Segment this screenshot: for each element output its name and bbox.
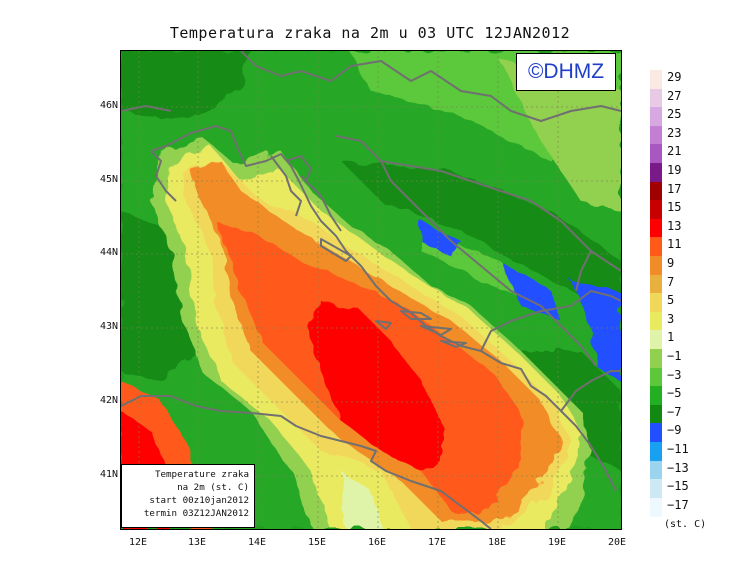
colorbar-swatch: [650, 70, 662, 90]
colorbar-label: −13: [667, 460, 689, 475]
info-line-2: na 2m (st. C): [177, 482, 249, 493]
colorbar-swatch: [650, 386, 662, 406]
colorbar-label: 21: [667, 144, 682, 159]
colorbar-label: 19: [667, 163, 682, 177]
colorbar-swatch: [650, 125, 662, 145]
colorbar-swatch: [650, 460, 662, 480]
colorbar-swatch: [650, 367, 662, 387]
colorbar-label: −15: [667, 479, 689, 494]
colorbar-swatch: [650, 218, 662, 238]
colorbar-label: −5: [667, 386, 682, 401]
lon-label-17e: 17E: [427, 537, 447, 548]
lat-label-44n: 44N: [99, 247, 118, 258]
lat-label-43n: 43N: [99, 321, 118, 332]
colorbar-label: −3: [667, 367, 682, 382]
colorbar-units: (st. C): [664, 519, 707, 530]
lon-label-20e: 20E: [607, 537, 627, 548]
colorbar-swatch: [650, 293, 662, 313]
colorbar-label: 5: [667, 293, 675, 308]
colorbar-swatch: [650, 274, 662, 294]
colorbar-swatch: [650, 181, 662, 201]
colorbar-swatch: [650, 311, 662, 331]
colorbar-label: −17: [667, 497, 689, 512]
lon-label-15e: 15E: [307, 537, 327, 548]
dhmz-logo: ©DHMZ: [516, 53, 616, 91]
lon-label-16e: 16E: [367, 537, 387, 548]
colorbar-swatch: [650, 144, 662, 164]
colorbar-swatch: [650, 442, 662, 462]
lat-label-45n: 45N: [99, 174, 118, 185]
colorbar-swatch: [650, 107, 662, 127]
colorbar-swatch: [650, 404, 662, 424]
lon-label-18e: 18E: [487, 537, 507, 548]
colorbar-label: 17: [667, 181, 682, 196]
colorbar-label: 11: [667, 237, 682, 252]
colorbar-label: −9: [667, 423, 682, 438]
coastlines-and-borders: [121, 51, 621, 529]
colorbar-label: −11: [667, 442, 689, 456]
colorbar-label: 25: [667, 107, 682, 122]
lon-label-19e: 19E: [547, 537, 567, 548]
info-line-3: start 00z10jan2012: [149, 495, 249, 506]
colorbar-swatch: [650, 256, 662, 276]
lon-label-13e: 13E: [187, 537, 207, 548]
colorbar-label: −7: [667, 404, 682, 419]
colorbar-swatch: [650, 200, 662, 220]
map-title: Temperatura zraka na 2m u 03 UTC 12JAN20…: [169, 24, 571, 42]
colorbar-label: 7: [667, 274, 675, 289]
colorbar-label: 13: [667, 218, 682, 233]
lat-label-41n: 41N: [99, 469, 118, 480]
colorbar-label: 9: [667, 256, 675, 270]
colorbar-swatch: [650, 479, 662, 499]
lon-label-14e: 14E: [247, 537, 267, 548]
colorbar-swatch: [650, 423, 662, 443]
colorbar-label: 15: [667, 200, 682, 215]
colorbar-swatch: [650, 497, 662, 517]
lon-label-12e: 12E: [128, 537, 148, 548]
colorbar-swatch: [650, 163, 662, 183]
info-line-1: Temperature zraka: [154, 469, 249, 480]
colorbar-swatch: [650, 88, 662, 108]
colorbar-label: 29: [667, 70, 682, 84]
sea-temperature-field: [121, 136, 591, 529]
colorbar-swatch: [650, 330, 662, 350]
graticule-grid: [121, 51, 621, 529]
info-line-4: termin 03Z12JAN2012: [143, 508, 249, 519]
lat-label-42n: 42N: [99, 395, 118, 406]
colorbar-label: 23: [667, 125, 682, 140]
info-box: Temperature zraka na 2m (st. C) start 00…: [121, 464, 255, 528]
lat-label-46n: 46N: [99, 100, 118, 111]
colorbar-label: 27: [667, 88, 682, 103]
colorbar-label: 3: [667, 311, 675, 326]
colorbar-swatch: [650, 237, 662, 257]
colorbar-label: 1: [667, 330, 675, 345]
colorbar-label: −1: [667, 349, 682, 363]
temperature-map: [120, 50, 622, 530]
colorbar-swatch: [650, 349, 662, 369]
